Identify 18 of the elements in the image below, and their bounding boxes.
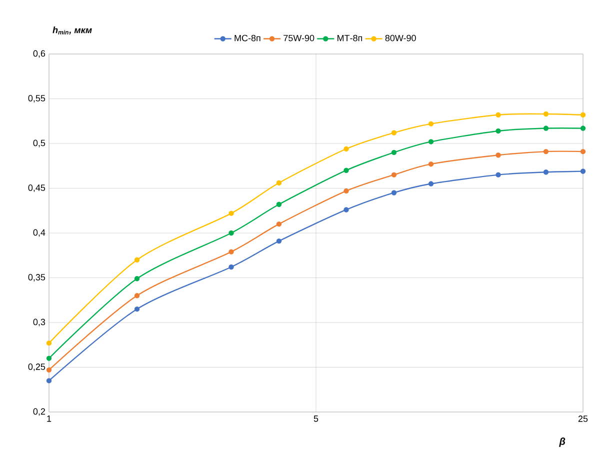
- y-tick-label: 0,35: [28, 274, 46, 282]
- y-tick-label: 0,55: [28, 95, 46, 102]
- y-tick-label: 0,25: [28, 364, 46, 371]
- legend-label: 80W-90: [385, 34, 416, 42]
- legend-label: МТ-8п: [338, 34, 362, 42]
- legend-label: МС-8п: [234, 34, 260, 42]
- x-tick-label: 1: [47, 416, 52, 422]
- y-tick-label: 0,4: [33, 229, 46, 237]
- y-tick-label: 0,5: [33, 140, 46, 148]
- y-tick-label: 0,2: [33, 408, 46, 416]
- y-tick-label: 0,6: [33, 50, 46, 58]
- x-axis-title: β: [559, 438, 566, 447]
- x-tick-label: 25: [578, 416, 588, 422]
- legend-label: 75W-90: [284, 34, 314, 42]
- y-axis-title: h$_{min}$, мкм: [52, 26, 92, 34]
- y-tick-label: 0,45: [28, 184, 46, 192]
- y-tick-label: 0,3: [33, 318, 46, 326]
- x-tick-label: 5: [314, 416, 318, 422]
